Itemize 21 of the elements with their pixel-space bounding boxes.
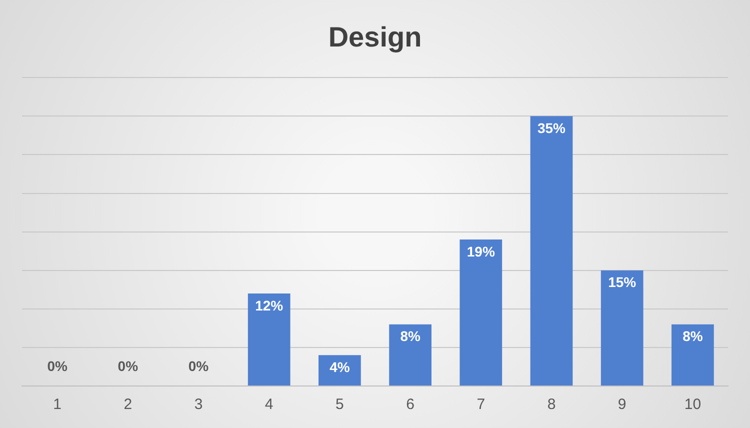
- x-tick-label: 6: [406, 396, 414, 414]
- data-label: 4%: [330, 359, 350, 376]
- x-tick-label: 1: [53, 396, 62, 414]
- chart-title: Design: [328, 22, 422, 53]
- data-label: 0%: [118, 358, 139, 374]
- data-label: 8%: [682, 328, 704, 344]
- x-tick-label: 3: [194, 396, 203, 414]
- data-label: 0%: [188, 358, 210, 374]
- x-tick-label: 10: [684, 396, 702, 414]
- data-label: 15%: [608, 274, 637, 290]
- data-label: 19%: [466, 243, 496, 260]
- x-tick-label: 9: [618, 396, 626, 414]
- data-label: 12%: [255, 297, 284, 314]
- x-tick-label: 4: [264, 396, 274, 414]
- x-tick-label: 5: [336, 396, 344, 414]
- data-label: 0%: [47, 358, 68, 374]
- data-label: 35%: [537, 120, 566, 136]
- x-tick-label: 7: [476, 396, 486, 414]
- x-tick-label: 2: [124, 396, 132, 414]
- data-label: 8%: [400, 328, 421, 344]
- x-tick-label: 8: [547, 396, 556, 414]
